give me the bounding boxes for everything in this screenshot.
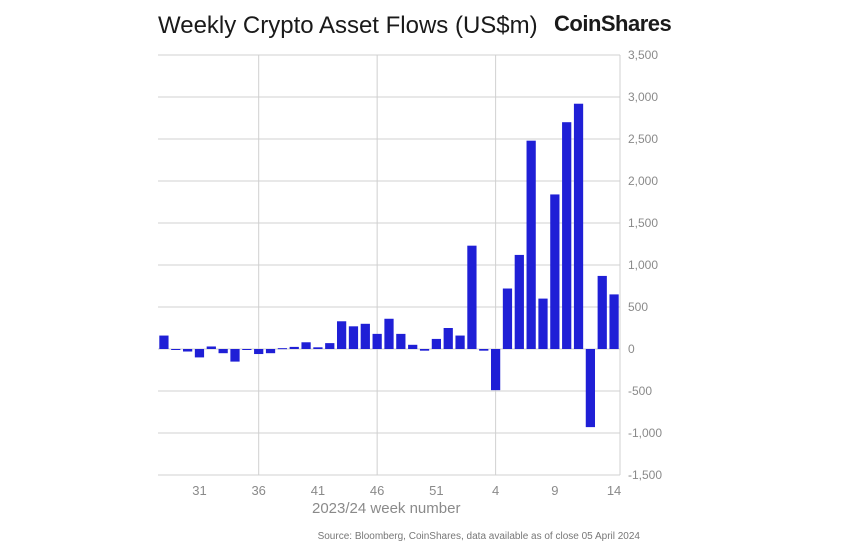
bar — [408, 344, 418, 349]
bar — [313, 347, 323, 349]
y-tick-label: -500 — [628, 384, 652, 398]
bar — [218, 349, 228, 354]
bar — [254, 349, 264, 355]
bar — [455, 335, 465, 349]
bar — [301, 342, 311, 349]
bar — [573, 103, 584, 349]
y-tick-label: 3,500 — [628, 48, 658, 62]
x-tick-label: 14 — [607, 483, 621, 498]
x-tick-label: 4 — [492, 483, 499, 498]
bar — [431, 338, 442, 349]
bar — [443, 328, 453, 349]
x-tick-label: 41 — [311, 483, 325, 498]
x-tick-label: 9 — [551, 483, 558, 498]
bar — [230, 349, 240, 362]
bar — [384, 318, 394, 349]
x-axis-label: 2023/24 week number — [312, 500, 461, 517]
y-tick-label: 3,000 — [628, 90, 658, 104]
y-tick-label: 1,000 — [628, 258, 658, 272]
bar — [597, 275, 607, 349]
y-tick-label: -1,500 — [628, 468, 662, 482]
bar — [538, 298, 548, 349]
y-tick-label: 1,500 — [628, 216, 658, 230]
bar — [562, 122, 572, 349]
bar — [467, 245, 477, 349]
y-tick-label: 2,000 — [628, 174, 658, 188]
brand-logo: CoinShares — [554, 11, 672, 36]
bar — [514, 254, 524, 349]
y-tick-label: -1,000 — [628, 426, 662, 440]
bar — [419, 349, 430, 351]
bar — [585, 349, 596, 428]
bar — [171, 349, 181, 350]
bar — [609, 294, 619, 349]
bar — [526, 140, 536, 349]
bar — [372, 333, 382, 349]
x-tick-label: 31 — [192, 483, 206, 498]
bar — [277, 348, 288, 350]
x-tick-label: 51 — [429, 483, 443, 498]
bar — [289, 346, 299, 349]
y-tick-label: 500 — [628, 300, 648, 314]
bar — [182, 349, 193, 352]
bar — [479, 349, 489, 351]
bar — [348, 326, 359, 349]
x-tick-label: 46 — [370, 483, 384, 498]
bar — [206, 346, 216, 349]
chart-title: Weekly Crypto Asset Flows (US$m) — [158, 12, 538, 39]
source-note: Source: Bloomberg, CoinShares, data avai… — [317, 531, 640, 542]
bar — [502, 288, 513, 349]
bar — [242, 349, 252, 350]
bar — [325, 343, 335, 349]
bar — [550, 194, 560, 349]
bar — [396, 333, 406, 349]
bar — [336, 321, 347, 349]
chart-bars — [159, 103, 619, 428]
bar — [490, 349, 501, 391]
y-tick-label: 0 — [628, 342, 635, 356]
bar — [265, 349, 276, 354]
chart-ticks: 3,500 3,000 2,500 2,000 1,500 1,000 500 0 -500 -1… — [192, 48, 662, 498]
bar — [360, 323, 370, 349]
x-tick-label: 36 — [251, 483, 265, 498]
bar — [194, 349, 205, 358]
bar — [159, 335, 169, 349]
y-tick-label: 2,500 — [628, 132, 658, 146]
